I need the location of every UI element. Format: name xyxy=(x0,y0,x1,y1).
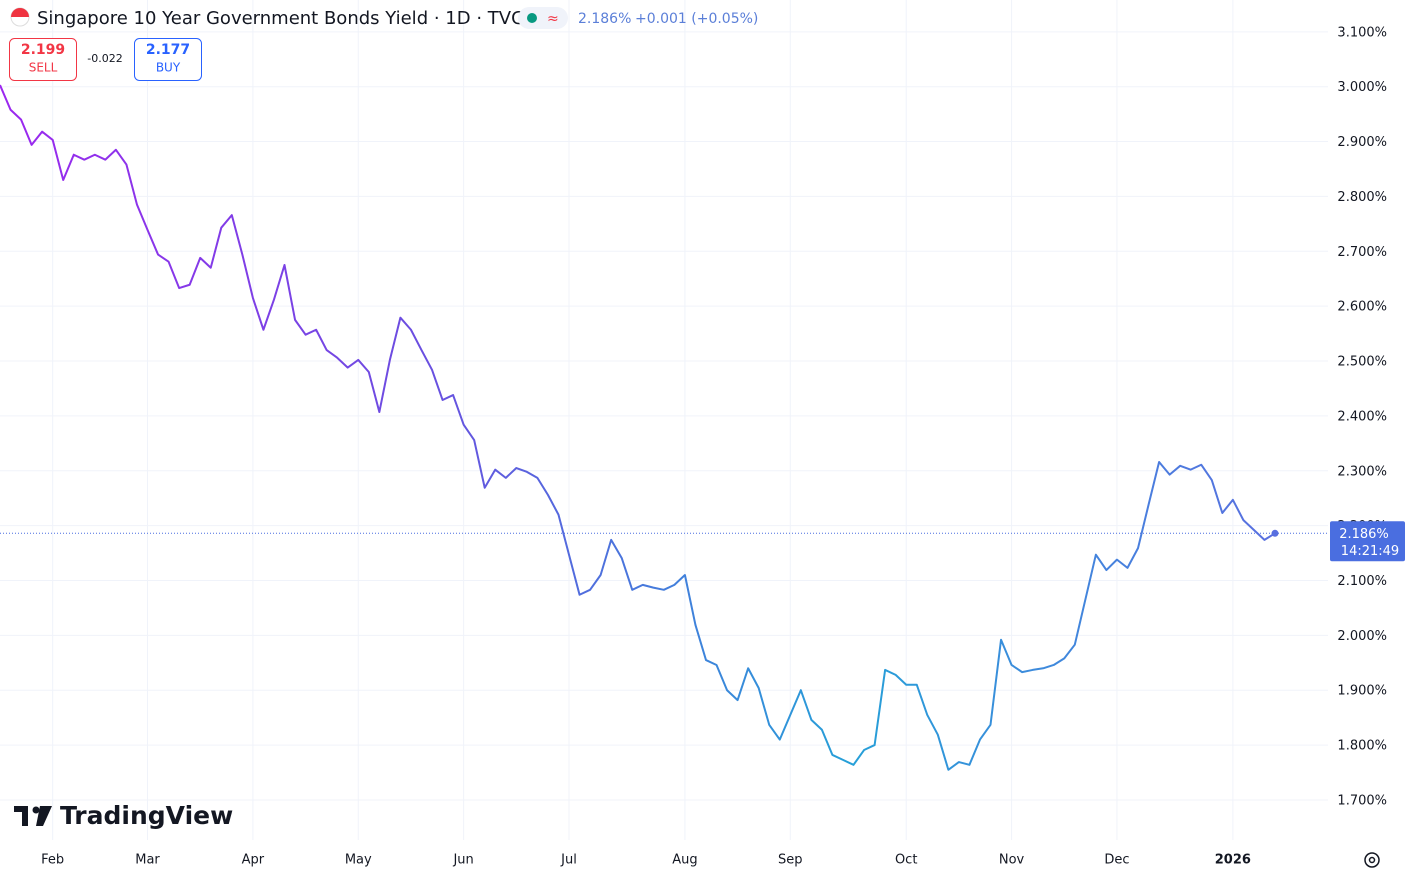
flag-icon xyxy=(11,8,29,17)
y-tick-label: 3.100% xyxy=(1337,25,1387,40)
settings-button[interactable] xyxy=(1364,852,1380,868)
chart-title: Singapore 10 Year Government Bonds Yield… xyxy=(37,8,524,29)
x-tick-label: Oct xyxy=(895,853,917,868)
y-tick-label: 2.900% xyxy=(1337,135,1387,150)
x-tick-label: Feb xyxy=(41,853,64,868)
price-change: +0.001 (+0.05%) xyxy=(635,11,758,27)
y-tick-label: 2.400% xyxy=(1337,409,1387,424)
y-tick-label: 2.700% xyxy=(1337,245,1387,260)
last-price-label: 2.186% xyxy=(1339,527,1389,542)
buy-button[interactable] xyxy=(134,38,202,81)
x-tick-label: Nov xyxy=(999,853,1025,868)
price-line xyxy=(0,84,1276,771)
y-tick-label: 2.300% xyxy=(1337,464,1387,479)
last-price-badge xyxy=(1330,521,1405,562)
logo-icon xyxy=(14,806,52,826)
axis: 3.100% 3.000% 2.900% 2.800% 2.700% 2.600% 2.50… xyxy=(41,25,1405,868)
x-tick-label: Dec xyxy=(1104,853,1129,868)
x-tick-label: Apr xyxy=(242,853,265,868)
spread: -0.022 xyxy=(87,52,122,65)
logo-icon xyxy=(32,806,40,814)
countdown: 14:21:49 xyxy=(1341,544,1399,559)
plot xyxy=(0,84,1328,771)
grid xyxy=(0,0,1328,840)
y-tick-label: 2.000% xyxy=(1337,629,1387,644)
logo-text: TradingView xyxy=(60,801,233,830)
y-tick-label: 2.100% xyxy=(1337,574,1387,589)
x-tick-label: Jun xyxy=(452,853,473,868)
y-tick-label: 1.900% xyxy=(1337,684,1387,699)
last-price: 2.186% xyxy=(578,11,631,27)
settings-button[interactable] xyxy=(1368,856,1376,864)
x-tick-label: May xyxy=(345,853,372,868)
y-tick-label: 2.500% xyxy=(1337,355,1387,370)
x-tick-label: Sep xyxy=(778,853,803,868)
sell-price[interactable]: 2.199 xyxy=(21,42,65,58)
y-tick-label: 1.800% xyxy=(1337,739,1387,754)
buy-label[interactable]: BUY xyxy=(156,61,181,75)
y-tick-label: 3.000% xyxy=(1337,80,1387,95)
y-tick-label: 2.800% xyxy=(1337,190,1387,205)
status-pill xyxy=(518,7,568,29)
sell-label[interactable]: SELL xyxy=(29,61,58,75)
x-tick-label: 2026 xyxy=(1215,853,1251,868)
x-tick-label: Jul xyxy=(560,853,577,868)
buy-price[interactable]: 2.177 xyxy=(146,42,190,58)
x-tick-label: Aug xyxy=(672,853,697,868)
status-icon: ≈ xyxy=(547,11,559,27)
y-tick-label: 1.700% xyxy=(1337,793,1387,808)
market-status xyxy=(527,13,537,23)
sell-button[interactable] xyxy=(9,38,77,81)
x-tick-label: Mar xyxy=(135,853,160,868)
y-tick-label: 2.600% xyxy=(1337,300,1387,315)
